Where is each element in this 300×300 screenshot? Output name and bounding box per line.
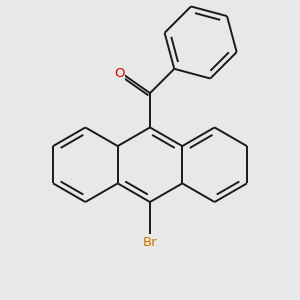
Text: Br: Br (143, 236, 157, 249)
Text: O: O (114, 67, 124, 80)
